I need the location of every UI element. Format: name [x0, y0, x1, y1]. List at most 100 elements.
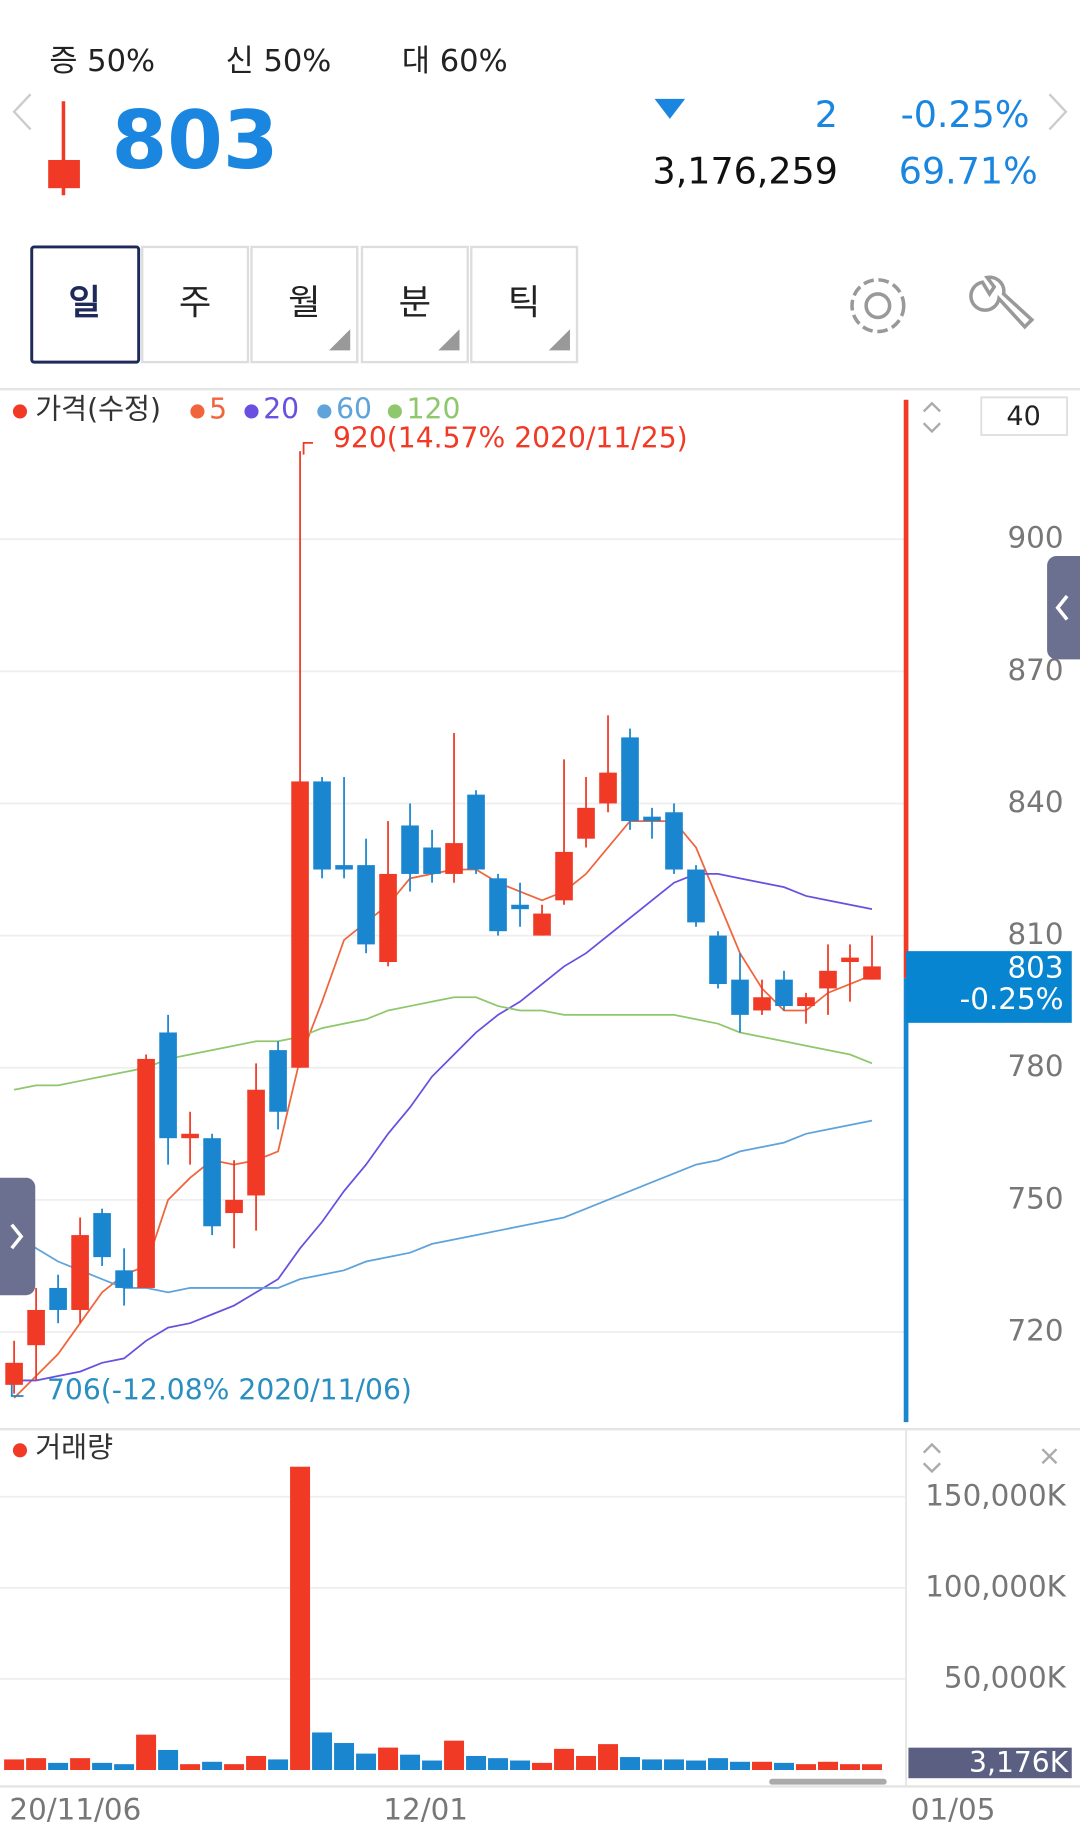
side-handle[interactable] [0, 1177, 36, 1296]
volume-bar [268, 1759, 289, 1770]
x-tick-label: 12/01 [383, 1793, 468, 1827]
volume-bar [818, 1761, 838, 1770]
tab-label[interactable]: 일 [68, 283, 100, 324]
legend-label: 120 [407, 392, 461, 425]
volume-bar [664, 1759, 685, 1770]
volume-bar [312, 1732, 333, 1770]
candle-body [621, 737, 639, 822]
next-arrow[interactable] [1048, 93, 1068, 131]
legend-dot [12, 404, 28, 419]
tab-label[interactable]: 분 [399, 283, 431, 324]
volume-bar [576, 1755, 597, 1770]
side-arrow [10, 1223, 24, 1250]
candle-body [49, 1287, 67, 1310]
volume-bar [444, 1740, 465, 1770]
side-arrow [1055, 594, 1069, 621]
volume-bar [488, 1758, 509, 1770]
candle-body [863, 966, 881, 980]
ma-line [13, 1119, 873, 1294]
y-tick-label: 750 [1008, 1181, 1064, 1215]
volume-bar [510, 1760, 531, 1770]
volume-bar [224, 1764, 245, 1770]
volume-bar [532, 1762, 553, 1770]
legend: 가격(수정) 5 20 60 120 [12, 392, 461, 425]
legend-label: 60 [336, 392, 372, 425]
resize-icon[interactable] [922, 1442, 941, 1474]
resize-icon[interactable] [922, 401, 941, 434]
candle-body [643, 816, 661, 822]
volume: 3,176,259 [653, 149, 838, 192]
candle-body [203, 1138, 221, 1227]
volume-bar [92, 1762, 113, 1770]
candle-body [269, 1050, 287, 1112]
price-box-change: -0.25% [960, 982, 1064, 1016]
volume-bar [862, 1764, 882, 1770]
volume-bar [378, 1747, 399, 1770]
close-icon[interactable] [1041, 1448, 1058, 1465]
volume-bar [598, 1744, 619, 1770]
volume-bar [4, 1759, 25, 1770]
candle-body [115, 1270, 133, 1288]
legend-label: 20 [263, 392, 299, 425]
candle-body [401, 825, 419, 874]
volume-bar [840, 1764, 860, 1770]
candle-body [27, 1309, 45, 1346]
settings-icon[interactable] [850, 278, 906, 334]
margin-stat: 증 50% [49, 44, 155, 79]
ma-line [13, 996, 873, 1091]
legend-label: 5 [209, 392, 227, 425]
candle-body [445, 843, 463, 874]
candle-body [511, 904, 529, 910]
candle-body [137, 1058, 155, 1288]
x-tick-label: 01/05 [911, 1793, 996, 1827]
prev-arrow[interactable] [12, 93, 32, 131]
candle-body [247, 1089, 265, 1196]
ratio: 69.71% [899, 149, 1038, 192]
annotation: 706(-12.08% 2020/11/06) [47, 1373, 412, 1406]
price-box [906, 951, 1072, 1023]
candle-body [533, 913, 551, 936]
y-tick-label: 720 [1008, 1313, 1064, 1347]
candle-body [467, 794, 485, 870]
period[interactable]: 40 [1006, 401, 1040, 432]
tab-label[interactable]: 틱 [508, 283, 540, 324]
period-box[interactable] [980, 396, 1068, 436]
volume-bar [400, 1754, 421, 1770]
candle-body [841, 957, 859, 963]
down-icon [654, 98, 686, 119]
volume-bar [26, 1758, 47, 1770]
annotation-arrow [302, 441, 313, 455]
volume-bar [246, 1755, 267, 1770]
volume-bar [48, 1762, 69, 1770]
legend-dot [387, 404, 402, 419]
legend-dot [317, 404, 332, 419]
volume-bar [730, 1761, 750, 1770]
tool-icon[interactable] [969, 275, 1035, 330]
candle-body [797, 997, 815, 1007]
candle-icon [48, 159, 80, 189]
tab[interactable] [30, 245, 141, 364]
tab-label[interactable]: 월 [288, 283, 320, 324]
candle-body [423, 847, 441, 874]
legend-title: 거래량 [35, 1431, 113, 1464]
margin-stat: 신 50% [226, 44, 332, 79]
volume-bar [466, 1755, 487, 1770]
legend-dot [190, 404, 205, 419]
volume-bar [752, 1761, 772, 1770]
legend-title: 가격(수정) [35, 392, 161, 425]
tab[interactable] [470, 245, 579, 364]
volume-bar [620, 1757, 641, 1770]
side-handle[interactable] [1047, 556, 1080, 660]
tab[interactable] [141, 245, 250, 364]
candle-body [313, 781, 331, 870]
candle-body [489, 878, 507, 932]
tab-label[interactable]: 주 [179, 283, 211, 324]
y-tick-label: 810 [1008, 917, 1064, 951]
change-pct: -0.25% [901, 93, 1030, 136]
candle-body [379, 873, 397, 963]
annotation-arrow [10, 1384, 24, 1397]
volume-bar [202, 1761, 223, 1770]
candle-body [71, 1235, 89, 1310]
